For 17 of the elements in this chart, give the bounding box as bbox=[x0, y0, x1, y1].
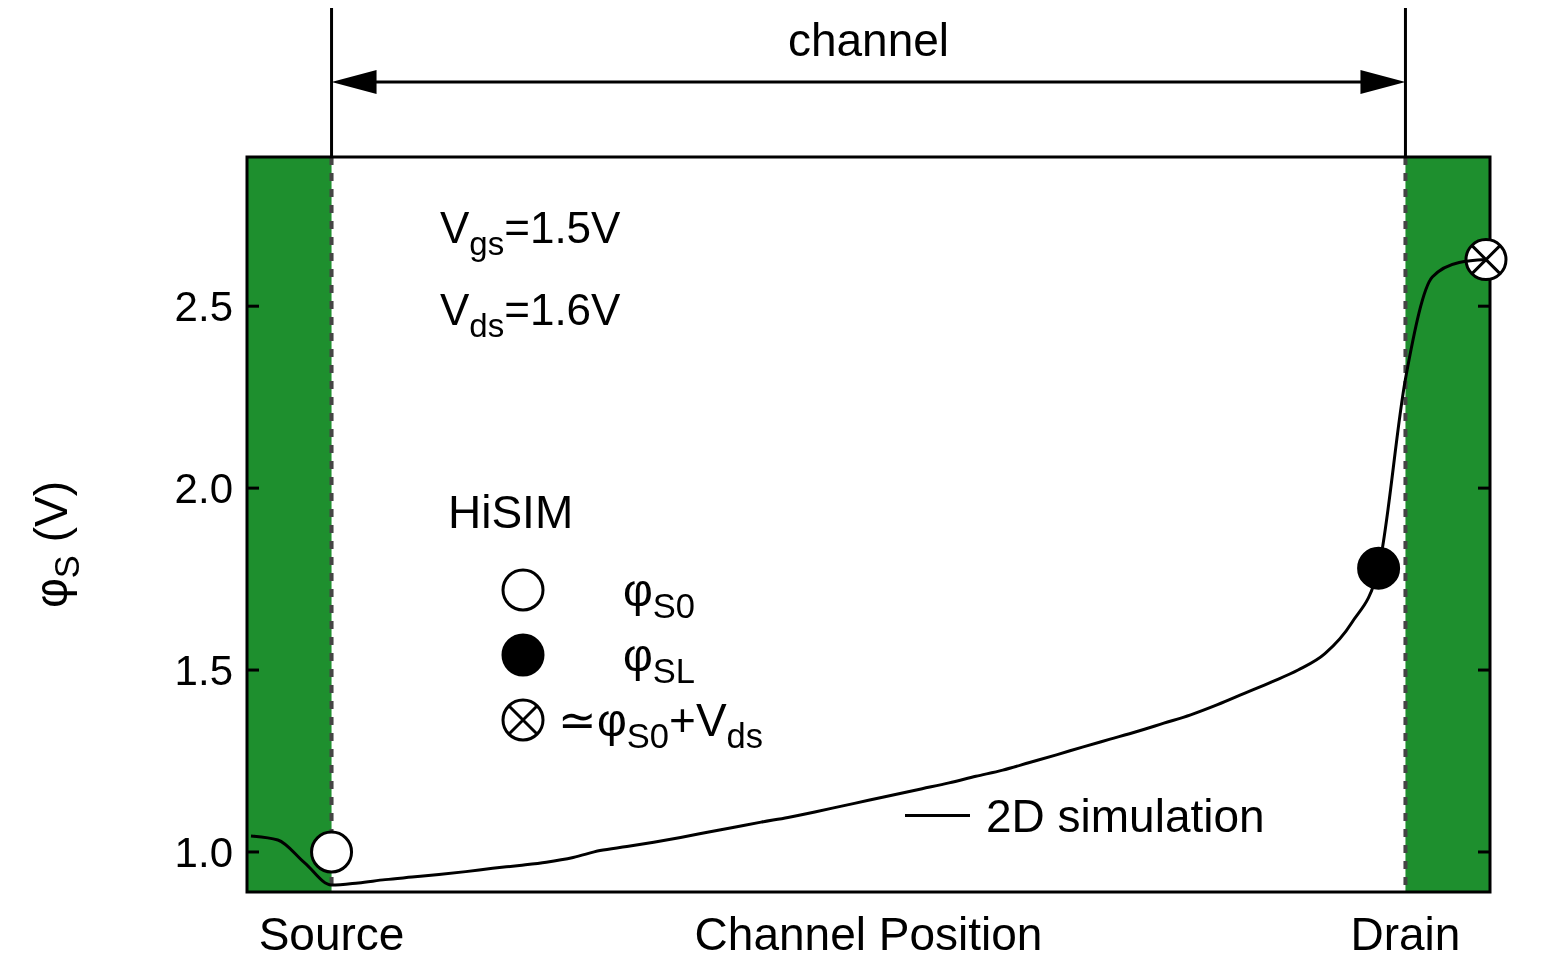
legend-title: HiSIM bbox=[448, 486, 574, 538]
x-tick-label: Source bbox=[258, 908, 405, 960]
y-tick-label: 2.5 bbox=[174, 283, 233, 331]
y-tick-label: 1.0 bbox=[174, 828, 233, 876]
legend-label: φ$_{SL}$ bbox=[623, 629, 696, 691]
y-tick-label: 1.5 bbox=[174, 647, 233, 695]
annotation: V$_{ds}$=1.6V bbox=[440, 285, 622, 344]
point bbox=[1357, 546, 1401, 590]
legend-label: ≃φ$_{S0}$+V$_{ds}$ bbox=[558, 694, 764, 756]
text: channel bbox=[787, 14, 950, 66]
y-tick-label: 2.0 bbox=[174, 465, 233, 513]
point bbox=[310, 830, 354, 874]
annotation: V$_{gs}$=1.5V bbox=[440, 203, 622, 262]
x-tick-label: Drain bbox=[1350, 908, 1461, 960]
x-axis-title: Channel Position bbox=[694, 908, 1043, 960]
legend-label: φ$_{S0}$ bbox=[623, 564, 696, 626]
legend-label: 2D simulation bbox=[986, 789, 1265, 842]
